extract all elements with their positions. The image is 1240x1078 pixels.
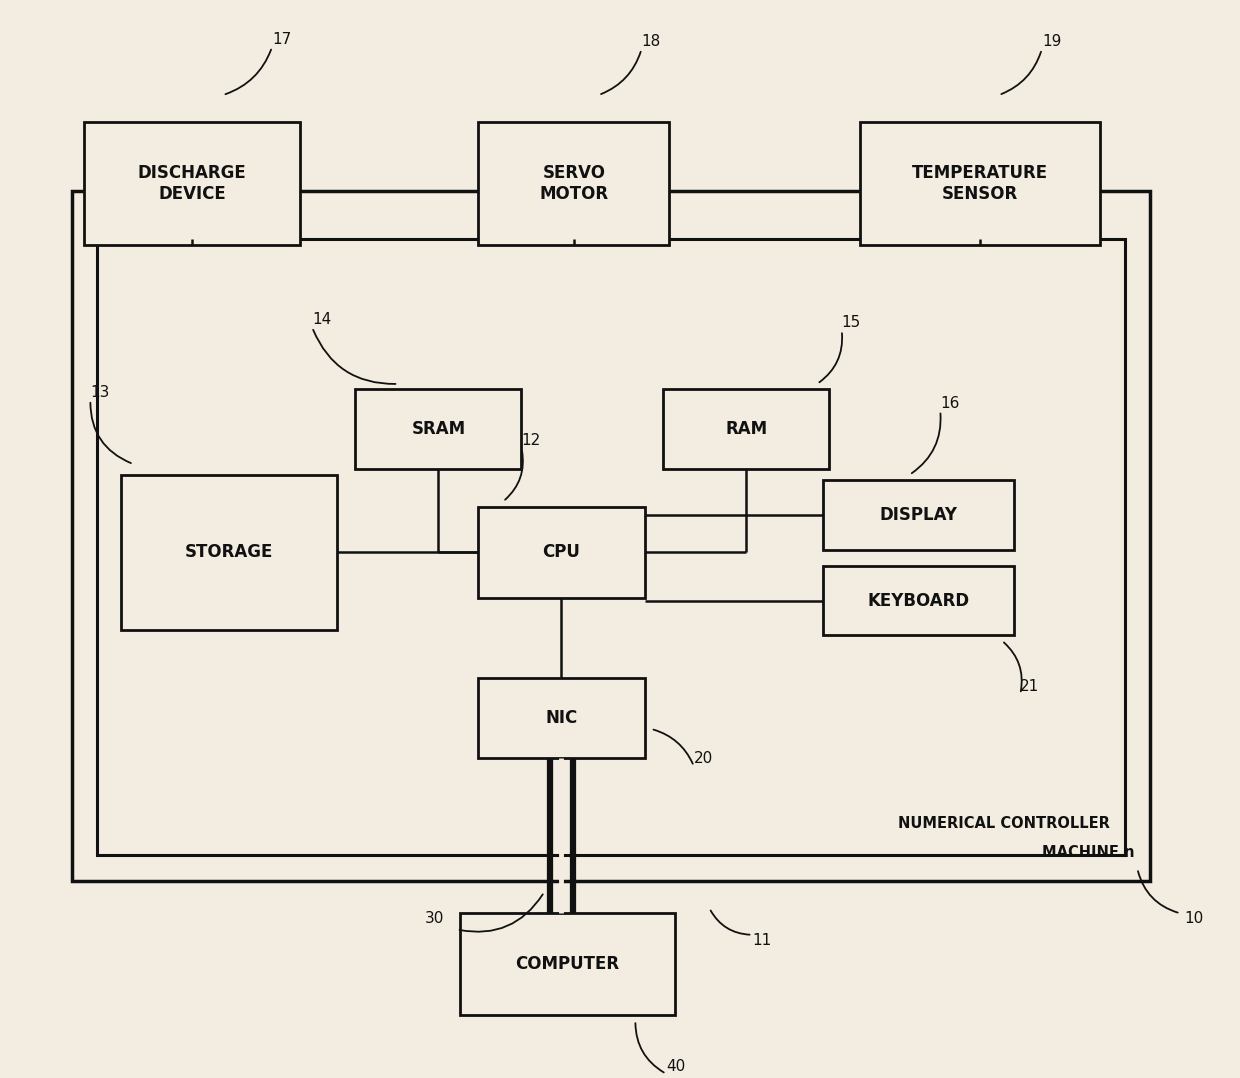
Text: DISCHARGE
DEVICE: DISCHARGE DEVICE: [138, 164, 247, 203]
FancyBboxPatch shape: [823, 566, 1014, 635]
FancyBboxPatch shape: [663, 389, 830, 470]
Text: NUMERICAL CONTROLLER: NUMERICAL CONTROLLER: [898, 816, 1110, 831]
Text: DISPLAY: DISPLAY: [879, 506, 957, 524]
Text: 21: 21: [1021, 679, 1039, 694]
FancyBboxPatch shape: [861, 122, 1100, 245]
Text: SERVO
MOTOR: SERVO MOTOR: [539, 164, 609, 203]
FancyBboxPatch shape: [460, 913, 676, 1015]
Text: 30: 30: [425, 911, 444, 926]
FancyBboxPatch shape: [355, 389, 522, 470]
Text: 18: 18: [641, 34, 661, 50]
Text: 12: 12: [522, 433, 541, 448]
FancyBboxPatch shape: [479, 507, 645, 598]
Text: RAM: RAM: [725, 420, 768, 439]
Text: 13: 13: [91, 385, 110, 400]
FancyBboxPatch shape: [84, 122, 300, 245]
Text: TEMPERATURE
SENSOR: TEMPERATURE SENSOR: [913, 164, 1048, 203]
Text: 14: 14: [312, 313, 331, 328]
Text: 20: 20: [694, 751, 713, 766]
Text: 16: 16: [940, 396, 960, 411]
FancyBboxPatch shape: [823, 480, 1014, 550]
Text: MACHINE n: MACHINE n: [1043, 845, 1135, 860]
Text: KEYBOARD: KEYBOARD: [868, 592, 970, 609]
Text: 40: 40: [666, 1059, 686, 1074]
Text: COMPUTER: COMPUTER: [516, 955, 620, 973]
FancyBboxPatch shape: [479, 122, 670, 245]
Text: NIC: NIC: [546, 709, 578, 728]
Text: 15: 15: [842, 316, 861, 331]
Text: 17: 17: [272, 32, 291, 47]
FancyBboxPatch shape: [72, 192, 1149, 882]
FancyBboxPatch shape: [97, 239, 1125, 855]
Text: STORAGE: STORAGE: [185, 543, 273, 562]
Text: CPU: CPU: [543, 543, 580, 562]
Text: SRAM: SRAM: [412, 420, 465, 439]
FancyBboxPatch shape: [122, 474, 337, 630]
FancyBboxPatch shape: [479, 678, 645, 758]
Text: 11: 11: [753, 932, 771, 948]
Text: 10: 10: [1184, 911, 1203, 926]
Text: 19: 19: [1042, 34, 1061, 50]
